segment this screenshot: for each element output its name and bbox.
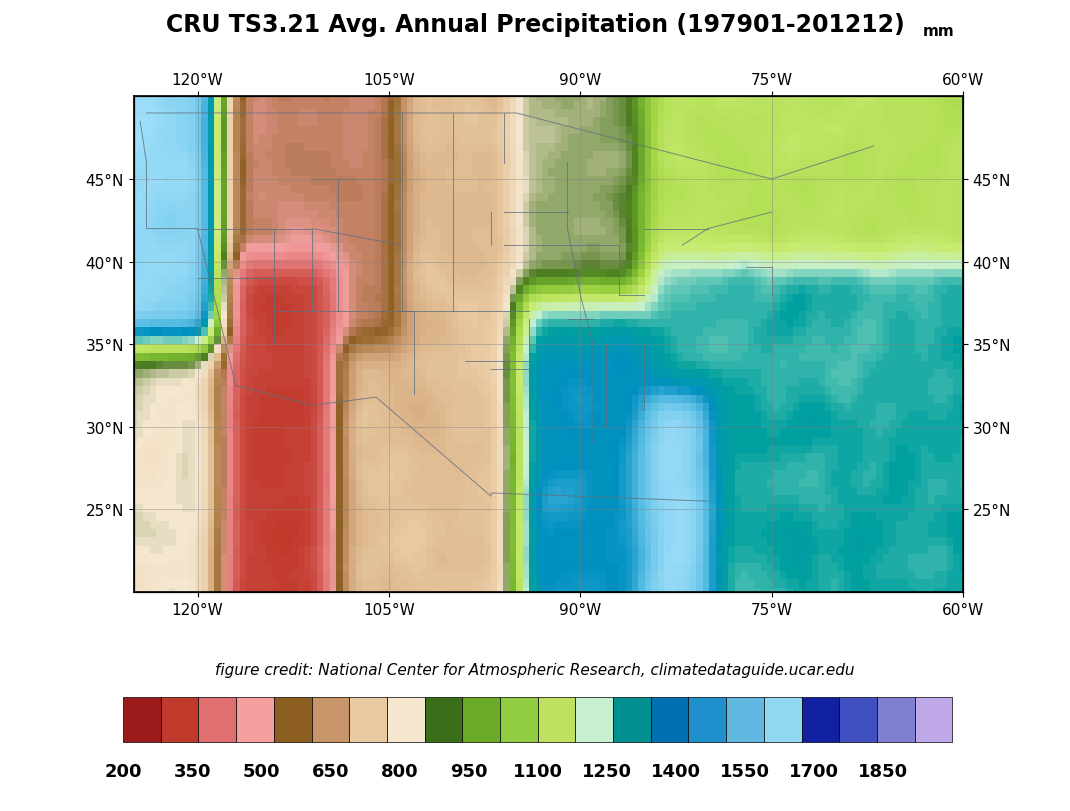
- Text: 500: 500: [243, 762, 280, 780]
- Bar: [801, 697, 839, 742]
- Text: 1100: 1100: [513, 762, 563, 780]
- Bar: [576, 697, 613, 742]
- Bar: [349, 697, 387, 742]
- Text: 1700: 1700: [789, 762, 839, 780]
- Text: mm: mm: [922, 24, 954, 39]
- Bar: [387, 697, 425, 742]
- Text: 1400: 1400: [651, 762, 701, 780]
- Text: 1550: 1550: [720, 762, 770, 780]
- Bar: [198, 697, 236, 742]
- Bar: [839, 697, 877, 742]
- Bar: [160, 697, 198, 742]
- Text: 350: 350: [173, 762, 211, 780]
- Bar: [877, 697, 915, 742]
- Bar: [462, 697, 500, 742]
- Text: 1850: 1850: [858, 762, 908, 780]
- Bar: [236, 697, 274, 742]
- Bar: [688, 697, 727, 742]
- Text: 200: 200: [104, 762, 142, 780]
- Text: 1250: 1250: [582, 762, 631, 780]
- Bar: [274, 697, 311, 742]
- Bar: [425, 697, 462, 742]
- Text: 800: 800: [381, 762, 418, 780]
- Bar: [311, 697, 349, 742]
- Bar: [651, 697, 688, 742]
- Bar: [500, 697, 537, 742]
- Bar: [764, 697, 801, 742]
- Text: CRU TS3.21 Avg. Annual Precipitation (197901-201212): CRU TS3.21 Avg. Annual Precipitation (19…: [166, 12, 904, 36]
- Bar: [123, 697, 160, 742]
- Text: 650: 650: [311, 762, 349, 780]
- Text: figure credit: National Center for Atmospheric Research, climatedataguide.ucar.e: figure credit: National Center for Atmos…: [215, 663, 855, 677]
- Bar: [613, 697, 651, 742]
- Bar: [915, 697, 952, 742]
- Text: 950: 950: [449, 762, 487, 780]
- Bar: [537, 697, 576, 742]
- Bar: [727, 697, 764, 742]
